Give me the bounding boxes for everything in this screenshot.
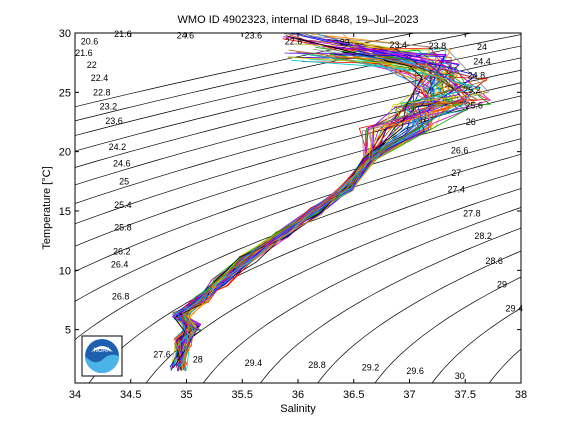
isopycnal-label: 29.2 [362,363,380,373]
isopycnal-line [202,207,521,383]
x-tick-label: 35 [180,389,192,401]
x-tick-label: 34 [69,389,81,401]
isopycnal-line [374,276,521,383]
x-tick-label: 34.5 [120,389,141,401]
isopycnal-label: 27.4 [448,185,466,195]
noaa-logo: NOAA [81,335,123,377]
isopycnal-line [88,170,521,383]
isopycnal-label: 28.8 [308,360,326,370]
isopycnal-label: 20.6 [81,36,99,46]
x-tick-label: 38 [515,389,527,401]
x-tick-label: 37.5 [455,389,476,401]
isopycnal-label: 24 [477,42,487,52]
isopycnal-label: 24.4 [473,57,491,67]
y-tick-label: 20 [59,147,71,159]
isopycnal-line [317,250,521,383]
isopycnal-label: 22.6 [285,36,303,46]
isopycnal-label: 24.6 [113,159,131,169]
isopycnal-label: 21.6 [75,48,93,58]
isopycnal-line [75,109,521,247]
isopycnal-label: 23 [340,38,350,48]
isopycnal-label: 26 [466,117,476,127]
x-tick-label: 35.5 [232,389,253,401]
isopycnal-label: 29.4 [506,303,524,313]
isopycnal-label: 24.8 [468,71,486,81]
isopycnal-label: 23.6 [105,116,123,126]
isopycnal-line [75,33,474,122]
profile-lines [169,33,492,372]
isopycnal-label: 24.2 [109,142,127,152]
isopycnal-label: 24.6 [177,30,195,40]
isopycnal-label: 30 [455,371,465,381]
chart-title: WMO ID 4902323, internal ID 6848, 19–Jul… [178,14,419,26]
isopycnal-line [75,138,521,302]
y-axis-label: Temperature [°C] [41,166,53,249]
x-tick-label: 36.5 [343,389,364,401]
isopycnal-label: 22.4 [91,73,109,83]
isopycnal-label: 23.4 [390,40,408,50]
isopycnal-label: 26.2 [113,246,131,256]
isopycnal-label: 22 [87,60,97,70]
isopycnal-label: 28.6 [485,256,503,266]
profile-line [180,45,477,368]
y-tick-label: 25 [59,87,71,99]
noaa-logo-text: NOAA [93,348,110,354]
isopycnal-labels: 21.6 20.6 21.6 22 22.4 22.8 23.2 23.6 24.2 24.6 25… [75,29,523,381]
isopycnal-label: 27.8 [463,208,481,218]
isopycnal-label: 22.8 [93,87,111,97]
isopycnal-label: 23.6 [245,30,263,40]
profile-line [171,47,471,367]
x-tick-label: 37 [403,389,415,401]
isopycnal-line [75,95,521,225]
isopycnal-line [75,153,521,340]
isopycnal-line [431,307,521,383]
isopycnal-label: 27.6 [153,350,171,360]
isopycnal-contours [75,33,521,383]
isopycnal-label: 29 [497,280,507,290]
isopycnal-label: 26.4 [111,259,129,269]
isopycnal-label: 25 [119,176,129,186]
y-tick-label: 10 [59,265,71,277]
isopycnal-label: 29.4 [245,358,263,368]
isopycnal-line [75,45,521,152]
isopycnal-label: 25.2 [463,85,481,95]
x-axis-label: Salinity [280,403,316,415]
isopycnal-line [75,33,417,108]
profile-line [180,33,490,368]
isopycnal-line [75,123,521,272]
isopycnal-line [145,188,521,383]
y-tick-label: 15 [59,206,71,218]
isopycnal-label: 21.6 [114,29,132,39]
isopycnal-label: 28.2 [474,231,492,241]
axis-ticks: 34 34.5 35 35.5 36 36.5 37 37.5 38 5 10 15 20 25 30 [59,28,527,401]
isopycnal-line [260,227,521,383]
isopycnal-label: 28 [193,354,203,364]
y-tick-label: 5 [65,325,71,337]
y-tick-label: 30 [59,28,71,40]
isopycnal-label: 25.8 [114,223,132,233]
isopycnal-label: 26.6 [451,146,469,156]
isopycnal-label: 29.6 [406,366,424,376]
isopycnal-label: 25.4 [114,200,132,210]
isopycnal-label: 27 [451,168,461,178]
x-tick-label: 36 [292,389,304,401]
isopycnal-label: 23.8 [429,41,447,51]
isopycnal-label: 26.8 [112,291,130,301]
isopycnal-line [75,34,521,136]
isopycnal-label: 23.2 [100,102,118,112]
isopycnal-line [75,57,521,168]
isopycnal-label: 25.6 [465,100,483,110]
